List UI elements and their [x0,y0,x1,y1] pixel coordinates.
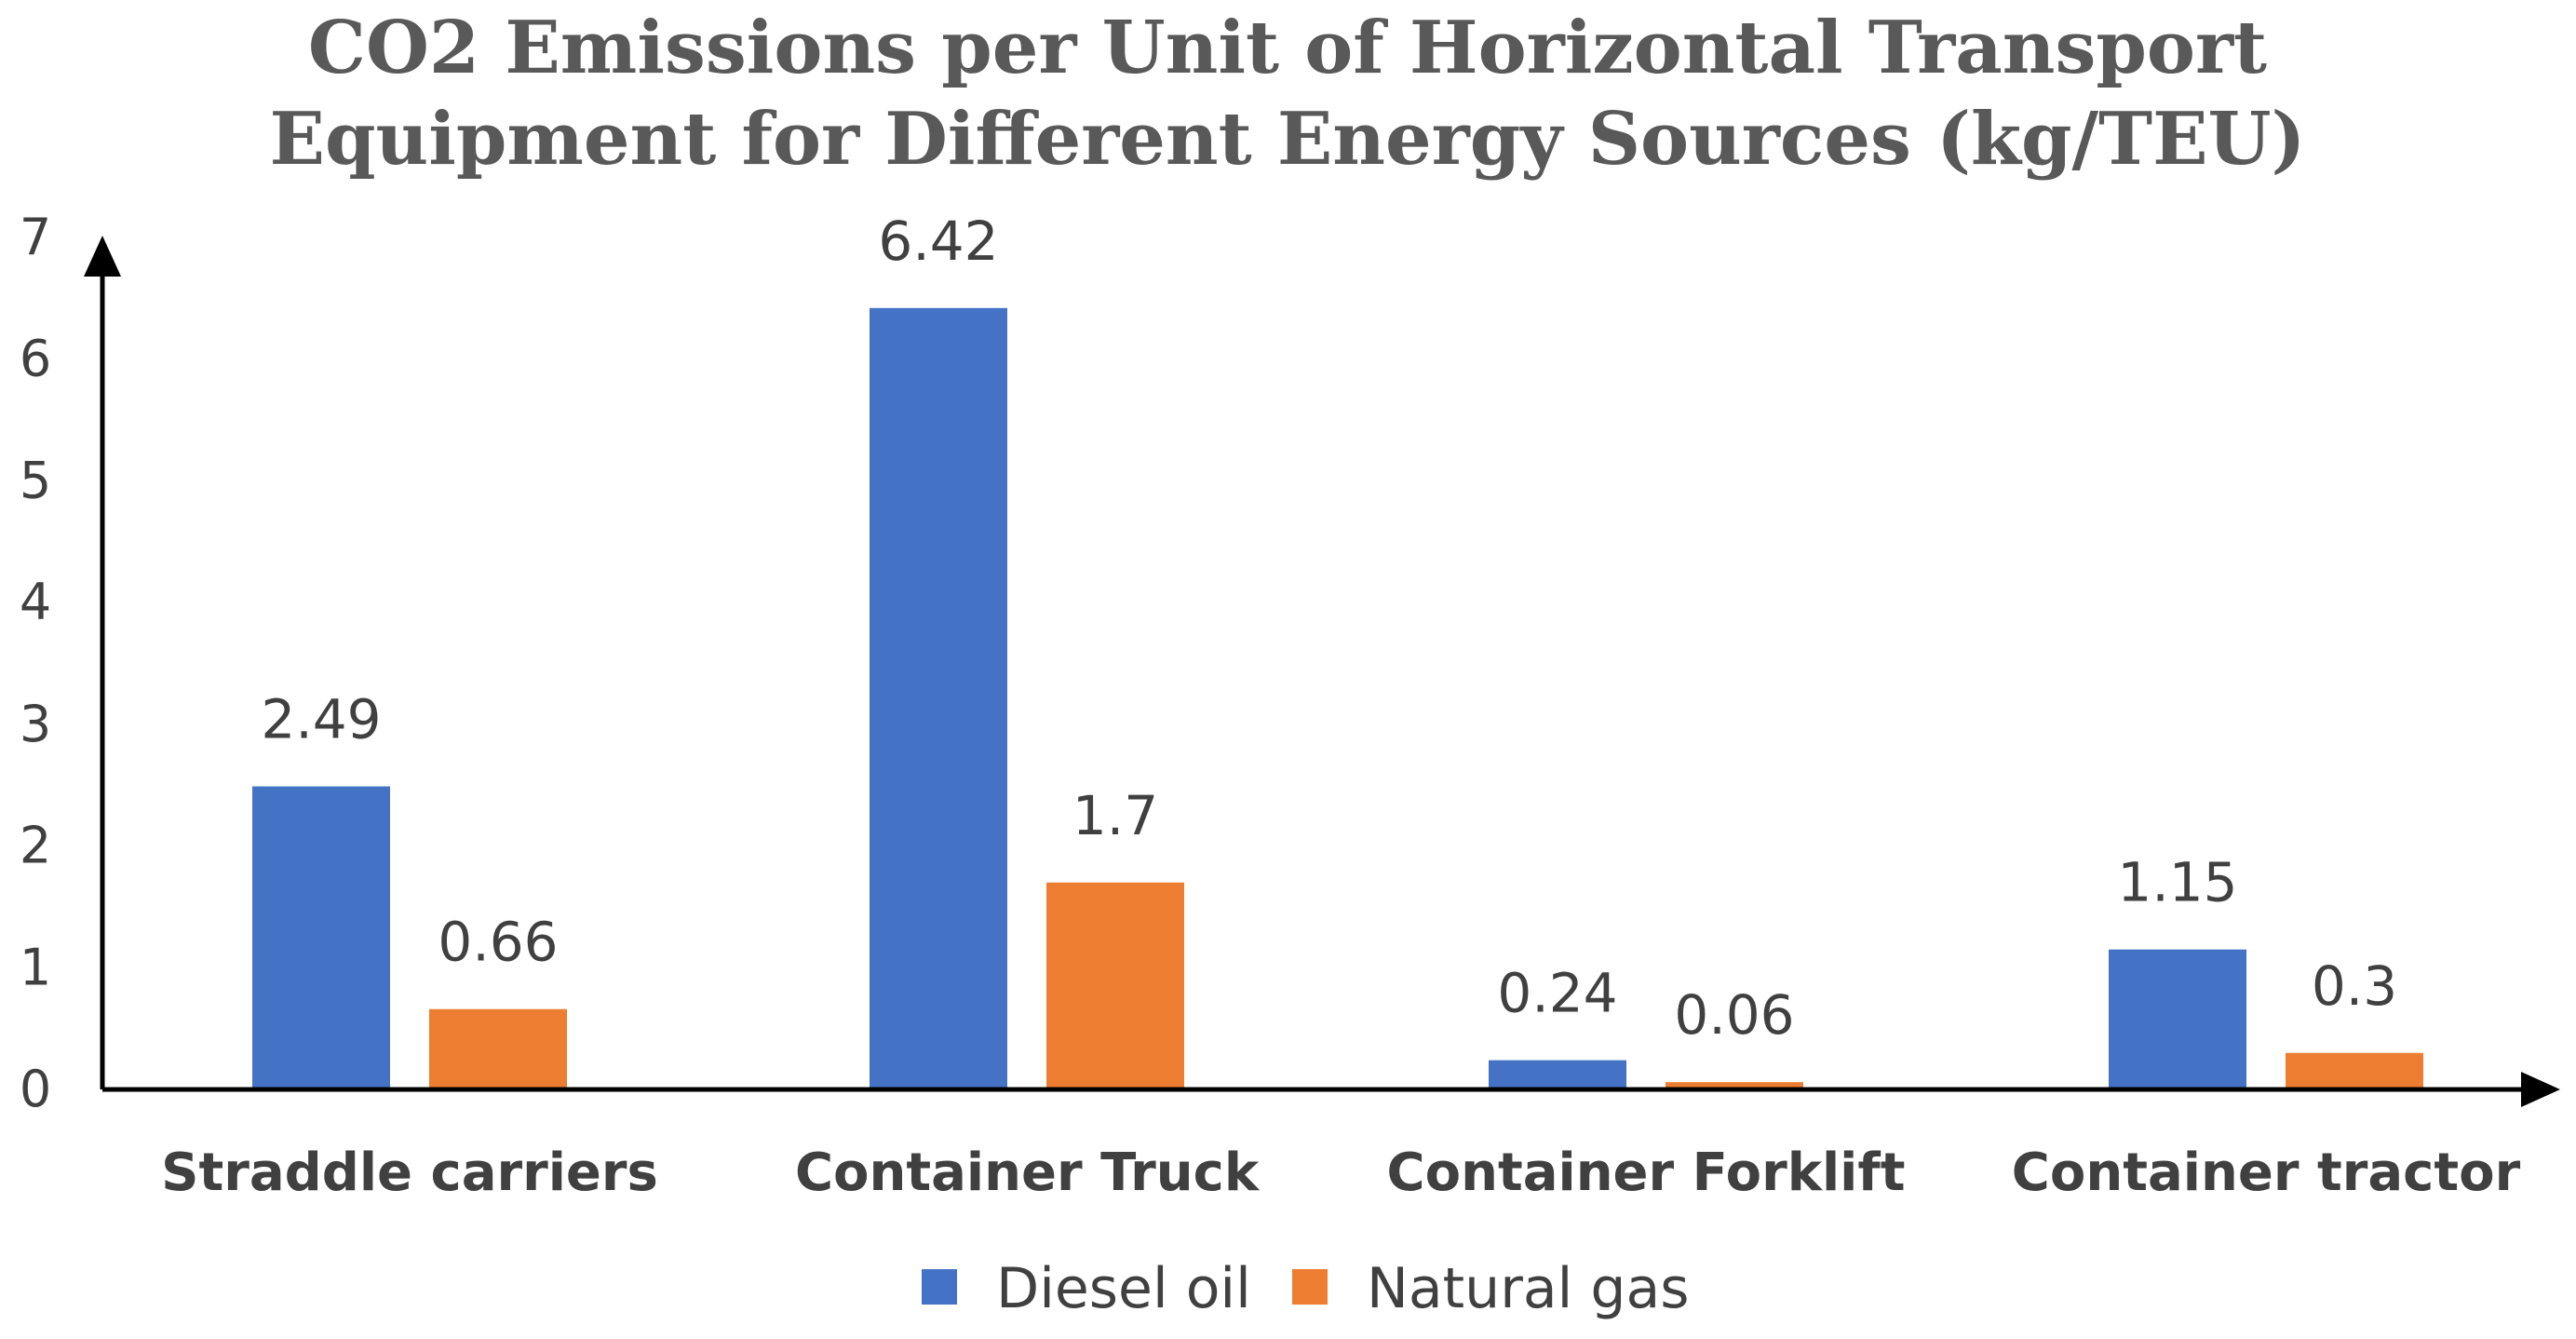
data-label: 6.42 [878,210,998,273]
y-tick-label: 3 [20,695,51,753]
category-label: Straddle carriers [161,1143,658,1203]
category-label: Container tractor [2012,1143,2521,1203]
y-tick-label: 1 [20,938,51,996]
bar-diesel-oil [870,307,1007,1089]
y-tick-label: 2 [20,817,51,875]
y-tick-label: 0 [20,1060,51,1118]
data-labels: 2.49 0.66 6.42 1.7 0.24 0.06 1.15 0.3 [261,210,2397,1047]
legend-swatch-diesel-oil [922,1269,957,1305]
x-axis-arrowhead [2521,1072,2560,1107]
y-tick-label: 5 [20,451,51,509]
data-label: 0.06 [1674,983,1794,1047]
y-axis-ticks: 0 1 2 3 4 5 6 7 [20,208,51,1118]
legend-swatch-natural-gas [1292,1269,1328,1305]
y-tick-label: 6 [20,330,51,388]
legend-label: Natural gas [1367,1256,1690,1321]
legend-label: Diesel oil [996,1256,1251,1321]
y-axis-arrowhead [84,236,121,277]
data-label: 2.49 [261,688,381,751]
data-label: 0.24 [1497,962,1617,1025]
chart-title-line-2: Equipment for Different Energy Sources (… [270,97,2306,182]
bar-natural-gas [1666,1082,1803,1089]
category-labels: Straddle carriers Container Truck Containe… [161,1143,2520,1203]
bar-natural-gas [429,1008,567,1089]
axes [84,236,2560,1107]
data-label: 1.7 [1072,784,1158,847]
bar-natural-gas [1046,882,1184,1089]
y-tick-label: 7 [20,208,51,266]
bar-diesel-oil [252,786,390,1089]
category-label: Container Forklift [1387,1143,1906,1203]
category-label: Container Truck [795,1143,1261,1203]
y-tick-label: 4 [20,573,51,631]
bar-diesel-oil [2109,949,2246,1089]
legend: Diesel oil Natural gas [922,1256,1690,1321]
data-label: 0.3 [2312,954,2397,1018]
bar-natural-gas [2286,1052,2423,1089]
data-label: 0.66 [438,911,558,974]
bar-diesel-oil [1489,1060,1626,1089]
chart-title-line-1: CO2 Emissions per Unit of Horizontal Tra… [308,6,2267,90]
bars [252,307,2423,1089]
data-label: 1.15 [2117,851,2237,914]
